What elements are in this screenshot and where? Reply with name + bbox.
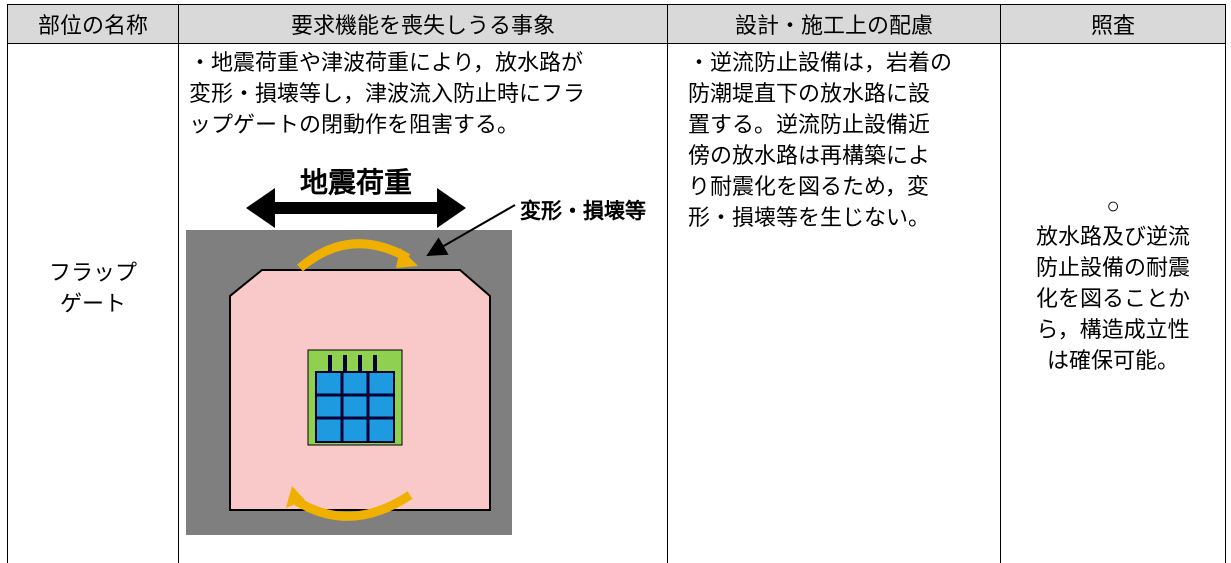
text-line: ・地震荷重や津波荷重により，放水路が (189, 50, 584, 75)
text-line: 置する。逆流防止設備近 (688, 112, 931, 137)
header-cell: 照査 (1000, 4, 1226, 44)
rotation-arrowhead (286, 486, 305, 508)
rotation-arrow (292, 491, 413, 521)
header-cell: 設計・施工上の配慮 (667, 4, 1001, 44)
text-line: ップゲートの閉動作を阻害する。 (189, 112, 520, 137)
design-cell: ・逆流防止設備は，岩着の 防潮堤直下の放水路に設 置する。逆流防止設備近 傍の放水路は… (667, 43, 1001, 563)
gate-hinges (328, 355, 377, 372)
text-line: 防潮堤直下の放水路に設 (688, 81, 931, 106)
gate (315, 371, 395, 443)
text-line: 変形・損壊等し，津波流入防止時にフラ (189, 81, 586, 106)
text-line: 放水路及び逆流 (1035, 224, 1190, 249)
text-line: 傍の放水路は再構築によ (688, 143, 931, 168)
header-cell: 部位の名称 (7, 4, 179, 44)
header-cell: 要求機能を喪失しうる事象 (178, 4, 668, 44)
pointer (426, 204, 516, 256)
check-cell: ○ 放水路及び逆流 防止設備の耐震 化を図ることか ら，構造成立性 は確保可能。 (1000, 43, 1226, 563)
load-label: 地震荷重 (300, 167, 412, 198)
load-arrowhead (246, 188, 275, 228)
text-line: は確保可能。 (1046, 348, 1179, 373)
event-cell: ・地震荷重や津波荷重により，放水路が 変形・損壊等し，津波流入防止時にフラ ップゲー… (178, 43, 668, 563)
text-line: ら，構造成立性 (1036, 317, 1190, 342)
text-line: 化を図ることか (1035, 286, 1190, 311)
damage-label: 変形・損壊等 (520, 199, 646, 223)
load-arrowhead (437, 188, 466, 228)
text-line: ゲート (59, 291, 126, 316)
gate-ribs (316, 372, 394, 442)
text-line: 防止設備の耐震 (1035, 255, 1190, 280)
text-line: フラップ (48, 260, 137, 285)
text-line: り耐震化を図るため，変 (688, 174, 929, 199)
text-line: 形・損壊等を生じない。 (688, 205, 931, 230)
rotation-arrow (297, 239, 411, 272)
rotation-arrowhead (396, 248, 418, 268)
text-line: ○ (1106, 193, 1120, 218)
text-line: ・逆流防止設備は，岩着の (688, 50, 953, 75)
